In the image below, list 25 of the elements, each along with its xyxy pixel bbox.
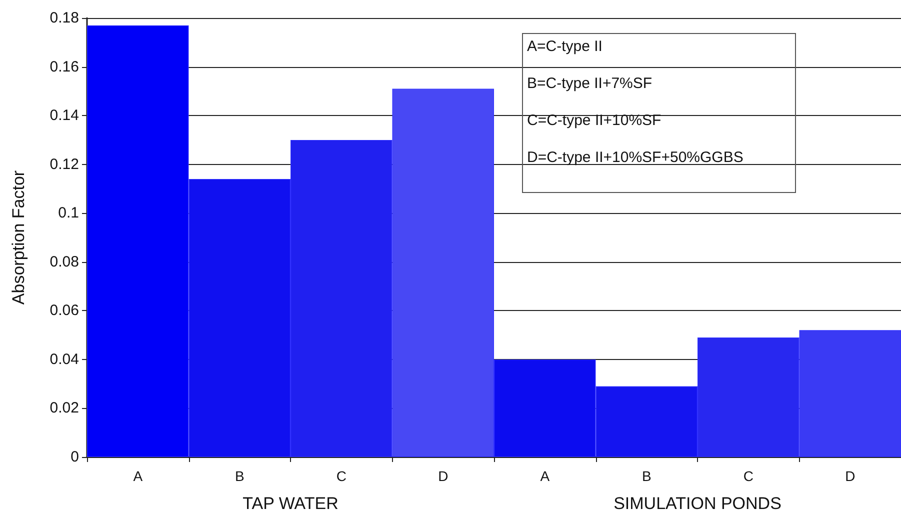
text: TAP WATER (242, 494, 338, 513)
annotation: C=C-type II+10%SF (527, 112, 662, 131)
annotation: D=C-type II+10%SF+50%GGBS (527, 149, 744, 168)
y-tick-label: 0.12 (50, 156, 79, 173)
x-tick-label: B (234, 468, 244, 484)
x-tick-label: A (133, 468, 144, 484)
x-tick-label: D (845, 468, 856, 484)
x-tick-label: C (336, 468, 346, 484)
y-tick-label: 0.14 (50, 107, 79, 124)
x-tick-label: C (743, 468, 754, 484)
y-tick-label: 0.1 (58, 204, 79, 222)
y-tick-label: 0 (70, 448, 79, 466)
y-tick-label: 0.18 (50, 10, 79, 26)
x-tick-label: A (540, 468, 550, 484)
x-tick-label: D (438, 468, 448, 484)
y-axis-title: Absorption Factor (9, 170, 28, 305)
annotation: B=C-type II+7%SF (527, 75, 654, 94)
x-tick-label: B (642, 468, 652, 484)
y-tick-label: 0.06 (50, 302, 79, 320)
y-tick-label: 0.04 (50, 350, 79, 368)
y-tick-label: 0.08 (50, 253, 79, 270)
y-tick-label: 0.02 (50, 400, 79, 417)
text: SIMULATION PONDS (614, 494, 782, 513)
y-tick-label: 0.16 (50, 58, 79, 76)
annotation: A=C-type II (527, 38, 604, 57)
